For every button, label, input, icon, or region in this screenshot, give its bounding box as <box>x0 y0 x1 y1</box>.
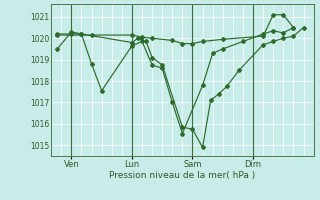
X-axis label: Pression niveau de la mer( hPa ): Pression niveau de la mer( hPa ) <box>109 171 256 180</box>
